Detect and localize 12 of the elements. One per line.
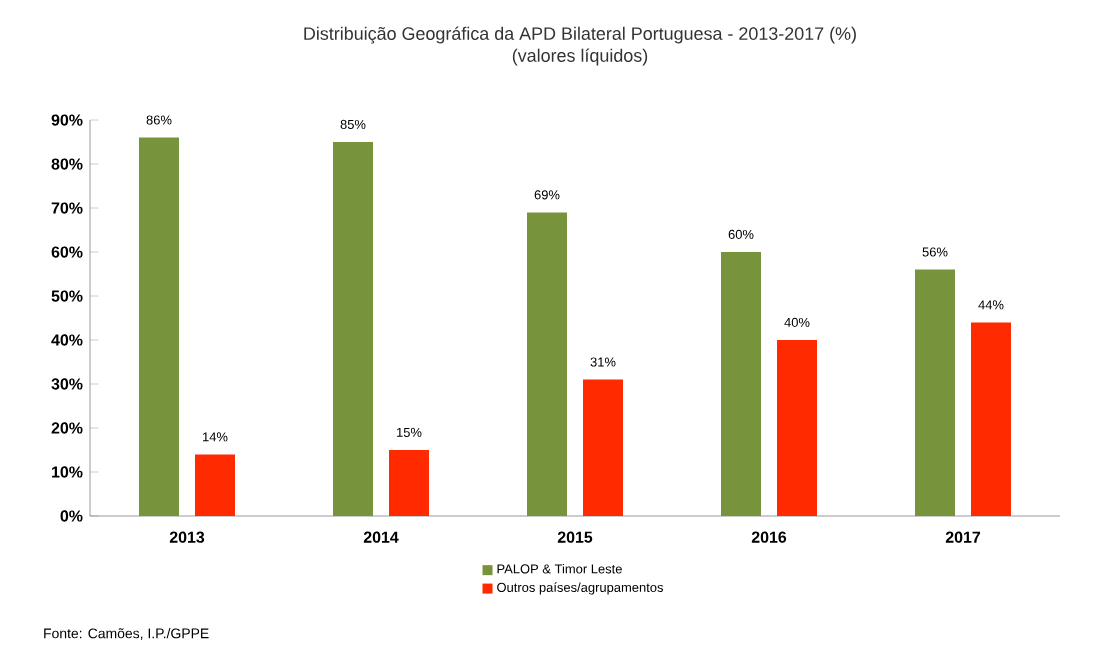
bar <box>389 450 429 516</box>
bar <box>195 454 235 516</box>
bar <box>527 212 567 516</box>
chart-subtitle: (valores líquidos) <box>512 48 648 66</box>
chart-title: Distribuição Geográfica da APD Bilateral Portuguesa - 2013-2017 (%) <box>304 26 856 44</box>
bar <box>721 252 762 516</box>
bar <box>971 322 1012 516</box>
bar <box>915 269 956 516</box>
bar <box>583 379 624 516</box>
bar <box>777 340 818 516</box>
bar <box>139 137 179 516</box>
bar <box>333 142 373 516</box>
